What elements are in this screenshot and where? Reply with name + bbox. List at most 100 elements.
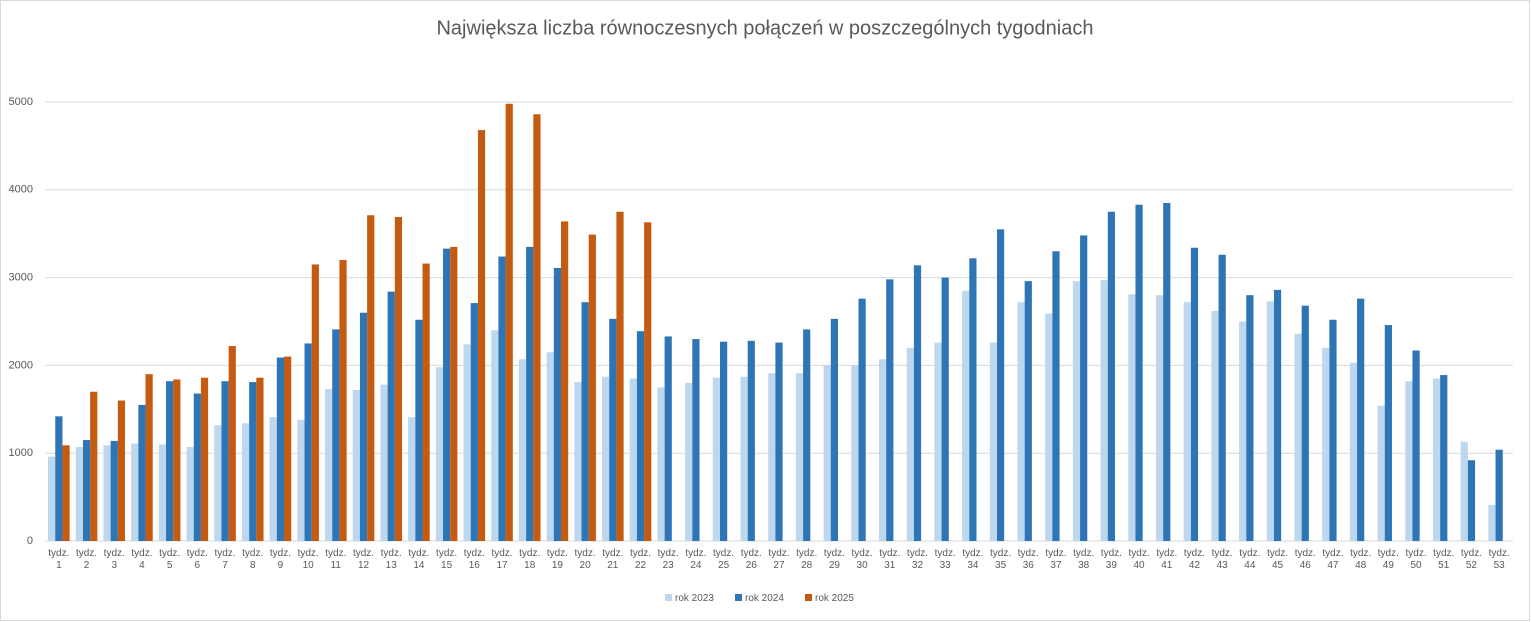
x-tick-label: tydz. 27 [768,548,790,571]
bar [962,290,970,541]
bar [339,260,347,541]
bar [878,359,887,541]
bar [720,341,728,541]
bar [1155,295,1164,541]
bar [747,340,755,541]
x-tick-label: tydz. 32 [906,548,929,571]
bar [477,130,486,541]
y-tick-label: 1000 [9,447,33,459]
bar [1017,302,1025,541]
bar [1384,325,1392,541]
x-tick-label: tydz. 44 [1239,548,1261,571]
bar [588,234,596,541]
x-tick-label: tydz. 40 [1128,548,1150,571]
y-tick-label: 2000 [9,359,33,371]
bar [145,374,153,541]
bar [505,103,513,542]
x-tick-label: tydz. 37 [1045,548,1067,571]
x-tick-label: tydz. 13 [380,548,402,571]
legend-label: rok 2024 [745,593,784,604]
legend-label: rok 2023 [675,593,714,604]
bar [1183,302,1191,541]
bar [795,373,804,541]
bar [1024,281,1032,541]
bar [249,382,257,541]
bar [602,376,610,541]
bar [297,419,305,541]
bar [886,279,894,541]
bar [498,256,506,541]
bar [934,342,942,541]
bar [394,217,403,541]
bar [1349,362,1358,541]
bar [450,246,458,541]
bar [269,417,277,541]
bar [1080,235,1088,541]
bar [1163,202,1171,541]
bar [941,277,949,541]
bar [1239,321,1247,541]
x-tick-label: tydz. 49 [1377,548,1399,571]
bar [1246,295,1254,541]
bar [214,425,222,541]
x-tick-label: tydz. 48 [1350,548,1372,571]
x-tick-label: tydz. 2 [75,548,98,571]
bar [561,221,569,541]
bar [1440,375,1448,541]
bar [443,248,451,541]
bar [989,342,997,541]
bar [110,440,118,541]
bar [803,329,811,541]
bar [117,400,126,541]
bar [830,318,838,541]
bar [422,263,430,541]
bar [553,267,562,541]
bar [55,416,63,541]
bar [304,343,312,541]
bar [1211,310,1219,541]
legend-swatch [735,594,742,601]
bar [858,298,866,541]
bar [1045,313,1053,541]
bar [1432,378,1441,541]
bar [1301,305,1309,541]
x-tick-label: tydz. 21 [602,548,624,571]
x-tick-label: tydz. 9 [269,548,291,571]
bar [408,417,416,541]
y-tick-label: 3000 [9,272,33,284]
bar [332,329,340,541]
x-tick-label: tydz. 24 [685,548,707,571]
x-tick-label: tydz. 39 [1100,548,1122,571]
x-tick-label: tydz. 12 [352,548,375,571]
x-tick-label: tydz. 34 [962,548,984,571]
bar [48,456,56,541]
bar [138,404,146,541]
bar [173,379,181,541]
y-tick-label: 0 [27,535,33,547]
bar [241,423,250,541]
bar [636,331,645,541]
x-tick-label: tydz. 30 [851,548,873,571]
bar [1266,301,1274,541]
bar [75,447,83,541]
x-tick-label: tydz. 14 [408,548,430,571]
bar [1460,441,1468,541]
x-tick-label: tydz. 28 [796,548,818,571]
x-tick-label: tydz. 42 [1183,548,1206,571]
bar [352,389,360,541]
bar [823,365,831,541]
bar [200,377,209,541]
bar [90,391,98,541]
legend-swatch [665,594,672,601]
x-tick-label: tydz. 17 [491,548,513,571]
x-tick-label: tydz. 53 [1488,548,1510,571]
bar [740,376,748,541]
bar [712,377,721,541]
bar [1100,280,1108,541]
bar [526,246,534,541]
bar [1412,350,1420,541]
x-tick-label: tydz. 36 [1017,548,1039,571]
x-tick-label: tydz. 18 [519,548,541,571]
